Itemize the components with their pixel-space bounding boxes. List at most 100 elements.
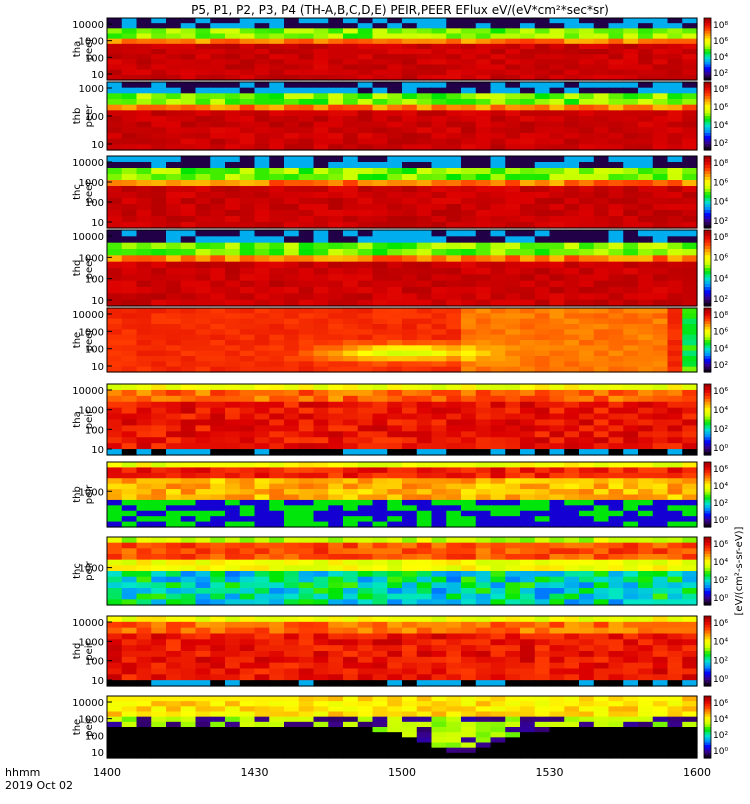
heatmap-cell bbox=[668, 133, 683, 139]
heatmap-cell bbox=[196, 293, 211, 300]
heatmap-cell bbox=[564, 287, 579, 294]
heatmap-cell bbox=[328, 156, 343, 163]
heatmap-cell bbox=[417, 414, 432, 421]
heatmap-cell bbox=[225, 495, 240, 501]
heatmap-cell bbox=[166, 281, 181, 288]
heatmap-cell bbox=[668, 34, 683, 40]
heatmap-cell bbox=[166, 467, 181, 473]
heatmap-cell bbox=[653, 390, 668, 397]
heatmap-cell bbox=[594, 230, 609, 237]
heatmap-cell bbox=[343, 174, 358, 181]
heatmap-cell bbox=[387, 281, 402, 288]
heatmap-cell bbox=[284, 174, 299, 181]
heatmap-cell bbox=[564, 696, 579, 702]
heatmap-cell bbox=[417, 174, 432, 181]
heatmap-cell bbox=[609, 340, 624, 346]
heatmap-cell bbox=[653, 249, 668, 256]
heatmap-cell bbox=[461, 210, 476, 217]
heatmap-cell bbox=[682, 18, 697, 24]
heatmap-cell bbox=[432, 82, 447, 88]
heatmap-cell bbox=[461, 262, 476, 269]
heatmap-cell bbox=[476, 516, 491, 522]
heatmap-cell bbox=[579, 44, 594, 50]
heatmap-cell bbox=[151, 396, 166, 403]
heatmap-cell bbox=[196, 65, 211, 71]
heatmap-cell bbox=[653, 727, 668, 733]
heatmap-cell bbox=[373, 443, 388, 450]
heatmap-cell bbox=[550, 420, 565, 427]
heatmap-cell bbox=[476, 329, 491, 335]
heatmap-cell bbox=[225, 484, 240, 490]
heatmap-cell bbox=[373, 162, 388, 169]
heatmap-cell bbox=[137, 489, 152, 495]
heatmap-cell bbox=[328, 174, 343, 181]
heatmap-cell bbox=[373, 628, 388, 634]
heatmap-cell bbox=[299, 484, 314, 490]
heatmap-cell bbox=[594, 628, 609, 634]
heatmap-cell bbox=[432, 216, 447, 223]
heatmap-cell bbox=[550, 478, 565, 484]
heatmap-cell bbox=[166, 420, 181, 427]
heatmap-cell bbox=[638, 335, 653, 341]
heatmap-cell bbox=[609, 622, 624, 628]
heatmap-cell bbox=[491, 34, 506, 40]
heatmap-cell bbox=[564, 478, 579, 484]
heatmap-cell bbox=[240, 162, 255, 169]
heatmap-cell bbox=[638, 414, 653, 421]
heatmap-cell bbox=[446, 93, 461, 99]
heatmap-cell bbox=[299, 443, 314, 450]
heatmap-cell bbox=[151, 437, 166, 444]
heatmap-cell bbox=[314, 402, 329, 409]
heatmap-cell bbox=[122, 663, 137, 669]
heatmap-cell bbox=[210, 319, 225, 325]
heatmap-cell bbox=[446, 516, 461, 522]
heatmap-cell bbox=[328, 639, 343, 645]
heatmap-cell bbox=[255, 204, 270, 211]
heatmap-cell bbox=[181, 18, 196, 24]
heatmap-cell bbox=[402, 345, 417, 351]
heatmap-cell bbox=[461, 577, 476, 583]
heatmap-cell bbox=[210, 54, 225, 60]
heatmap-cell bbox=[269, 420, 284, 427]
heatmap-cell bbox=[446, 82, 461, 88]
heatmap-cell bbox=[225, 59, 240, 65]
heatmap-cell bbox=[432, 622, 447, 628]
heatmap-cell bbox=[653, 351, 668, 357]
heatmap-cell bbox=[387, 425, 402, 432]
heatmap-cell bbox=[638, 93, 653, 99]
heatmap-cell bbox=[402, 88, 417, 94]
heatmap-cell bbox=[151, 262, 166, 269]
heatmap-cell bbox=[181, 674, 196, 680]
heatmap-cell bbox=[225, 345, 240, 351]
heatmap-cell bbox=[550, 408, 565, 415]
heatmap-cell bbox=[299, 180, 314, 187]
heatmap-cell bbox=[181, 443, 196, 450]
heatmap-cell bbox=[579, 65, 594, 71]
heatmap-cell bbox=[373, 313, 388, 319]
heatmap-cell bbox=[682, 122, 697, 128]
heatmap-cell bbox=[107, 198, 122, 205]
heatmap-cell bbox=[461, 582, 476, 588]
heatmap-cell bbox=[299, 18, 314, 24]
heatmap-cell bbox=[653, 23, 668, 29]
heatmap-cell bbox=[432, 65, 447, 71]
heatmap-cell bbox=[461, 287, 476, 294]
heatmap-cell bbox=[328, 268, 343, 275]
heatmap-cell bbox=[520, 99, 535, 105]
heatmap-cell bbox=[196, 18, 211, 24]
heatmap-cell bbox=[668, 156, 683, 163]
heatmap-cell bbox=[166, 361, 181, 367]
heatmap-cell bbox=[623, 268, 638, 275]
heatmap-cell bbox=[328, 329, 343, 335]
heatmap-cell bbox=[623, 116, 638, 122]
heatmap-cell bbox=[181, 319, 196, 325]
heatmap-cell bbox=[579, 274, 594, 281]
heatmap-cell bbox=[387, 268, 402, 275]
heatmap-cell bbox=[550, 268, 565, 275]
heatmap-cell bbox=[461, 351, 476, 357]
heatmap-cell bbox=[609, 717, 624, 723]
heatmap-cell bbox=[476, 616, 491, 622]
heatmap-cell bbox=[328, 425, 343, 432]
heatmap-cell bbox=[181, 717, 196, 723]
heatmap-cell bbox=[387, 105, 402, 111]
